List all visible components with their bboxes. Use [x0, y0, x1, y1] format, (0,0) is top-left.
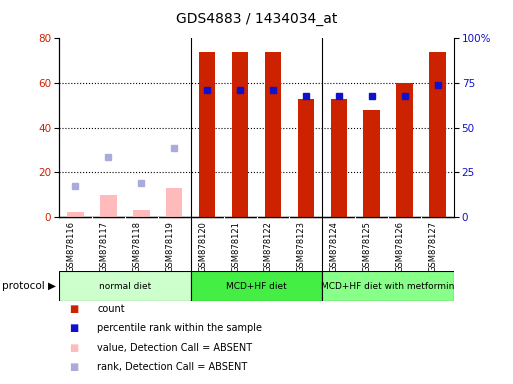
Text: rank, Detection Call = ABSENT: rank, Detection Call = ABSENT: [97, 362, 248, 372]
Text: GSM878124: GSM878124: [330, 221, 339, 272]
Text: count: count: [97, 304, 125, 314]
Text: MCD+HF diet with metformin: MCD+HF diet with metformin: [322, 281, 455, 291]
Text: GSM878116: GSM878116: [67, 221, 75, 272]
Bar: [199, 52, 215, 217]
Bar: [364, 110, 380, 217]
Text: ■: ■: [69, 362, 78, 372]
Bar: [322, 271, 454, 301]
Bar: [166, 188, 183, 217]
Bar: [100, 195, 116, 217]
Bar: [397, 83, 413, 217]
Text: protocol ▶: protocol ▶: [3, 281, 56, 291]
Bar: [232, 52, 248, 217]
Text: GSM878121: GSM878121: [231, 221, 240, 272]
Text: ■: ■: [69, 304, 78, 314]
Text: percentile rank within the sample: percentile rank within the sample: [97, 323, 263, 333]
Bar: [265, 52, 281, 217]
Text: GSM878119: GSM878119: [165, 221, 174, 272]
Text: GSM878118: GSM878118: [132, 221, 141, 272]
Text: GSM878125: GSM878125: [363, 221, 372, 272]
Bar: [67, 212, 84, 217]
Text: GSM878120: GSM878120: [198, 221, 207, 272]
Text: ■: ■: [69, 323, 78, 333]
Text: value, Detection Call = ABSENT: value, Detection Call = ABSENT: [97, 343, 252, 353]
Bar: [133, 210, 149, 217]
Text: MCD+HF diet: MCD+HF diet: [226, 281, 287, 291]
Text: GSM878123: GSM878123: [297, 221, 306, 272]
Bar: [59, 271, 191, 301]
Text: GSM878126: GSM878126: [396, 221, 405, 272]
Text: GSM878127: GSM878127: [428, 221, 438, 272]
Text: GSM878122: GSM878122: [264, 221, 273, 272]
Bar: [191, 271, 322, 301]
Text: normal diet: normal diet: [98, 281, 151, 291]
Bar: [429, 52, 446, 217]
Bar: [330, 99, 347, 217]
Text: GDS4883 / 1434034_at: GDS4883 / 1434034_at: [176, 12, 337, 25]
Text: ■: ■: [69, 343, 78, 353]
Text: GSM878117: GSM878117: [100, 221, 108, 272]
Bar: [298, 99, 314, 217]
